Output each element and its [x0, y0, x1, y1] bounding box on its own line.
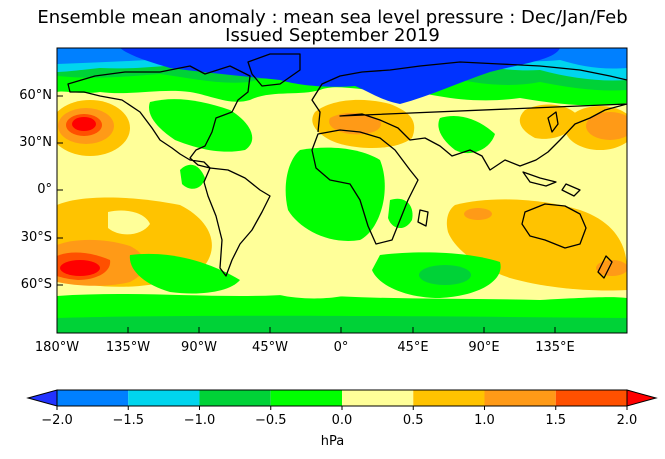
colorbar-bin-6 [413, 390, 485, 406]
spac-anomaly-2p0 [60, 260, 100, 276]
lon-label-45w: 45°W [252, 340, 288, 355]
tasman-anomaly-1p0 [596, 260, 627, 276]
australia-coast [521, 203, 587, 249]
colorbar-tick-label: 0.0 [331, 413, 353, 428]
colorbar-bin-1 [57, 390, 129, 406]
east-africa-anomaly-neg [388, 198, 413, 229]
lat-tick-marks [57, 95, 63, 286]
lon-label-45e: 45°E [397, 340, 429, 355]
colorbar-bin-7 [484, 390, 556, 406]
npac-anomaly-2p0 [72, 117, 96, 131]
chart-title-line1: Ensemble mean anomaly : mean sea level p… [37, 7, 628, 28]
colorbar-tick-label: −1.5 [112, 413, 145, 428]
lon-label-135e: 135°E [535, 340, 575, 355]
lon-label-180w: 180°W [34, 340, 80, 355]
central-asia-anomaly-neg [438, 115, 495, 154]
lon-label-90w: 90°W [181, 340, 217, 355]
lat-label-30n: 30°N [19, 135, 52, 150]
lon-label-90e: 90°E [468, 340, 500, 355]
lon-label-135w: 135°W [105, 340, 151, 355]
south-america-anomaly-neg [129, 253, 240, 294]
south-america-coast [203, 167, 271, 277]
europe-anomaly-1p0 [329, 112, 381, 135]
colorbar-extend-low [26, 389, 58, 407]
south-atlantic-pocket [280, 280, 355, 299]
colorbar-bin-2 [128, 390, 200, 406]
madagascar-coast [417, 209, 429, 227]
new-zealand-coast [597, 255, 613, 279]
colorbar-bin-5 [342, 390, 414, 406]
lat-label-60s: 60°S [20, 277, 52, 292]
coastlines [67, 53, 627, 279]
atlantic-africa-anomaly-neg [285, 147, 385, 241]
lat-label-0: 0° [37, 182, 52, 197]
chart-title-line2: Issued September 2019 [225, 25, 440, 46]
lat-label-30s: 30°S [20, 230, 52, 245]
colorbar-extend-high [626, 389, 658, 407]
colorbar-unit-label: hPa [320, 434, 345, 449]
anomaly-field [57, 48, 627, 333]
greenland-coast [247, 53, 301, 87]
japan-coast [547, 111, 559, 133]
colorbar-bin-8 [555, 390, 627, 406]
colorbar-bin-4 [270, 390, 342, 406]
maritime-continent-coast [522, 171, 581, 197]
equatorial-pacific-anomaly [180, 164, 205, 189]
antarctic-edge-band [57, 315, 627, 333]
asia-anomaly-0p5 [519, 104, 580, 139]
colorbar-tick-label: 0.5 [402, 413, 424, 428]
colorbar-tick-label: 2.0 [616, 413, 638, 428]
spac-anomaly-pocket [108, 210, 150, 235]
north-america-coast [67, 65, 251, 169]
africa-coast [311, 129, 419, 245]
colorbar [26, 389, 658, 410]
colorbar-bin-3 [199, 390, 271, 406]
colorbar-tick-label: 1.0 [474, 413, 495, 428]
colorbar-tick-label: −1.0 [183, 413, 216, 428]
colorbar-tick-label: −0.5 [254, 413, 287, 428]
indian-ocean-anomaly-1p0 [464, 208, 492, 220]
colorbar-tick-label: −2.0 [41, 413, 73, 428]
colorbar-tick-label: 1.5 [545, 413, 567, 428]
lat-label-60n: 60°N [19, 88, 52, 103]
west-npac-anomaly-1p0 [586, 112, 627, 140]
lon-label-0: 0° [333, 340, 349, 355]
lon-tick-marks [56, 327, 556, 333]
eurasia-coast [311, 61, 627, 171]
south-indian-anomaly-moderate [419, 265, 471, 285]
namerica-anomaly-neg [149, 99, 253, 152]
